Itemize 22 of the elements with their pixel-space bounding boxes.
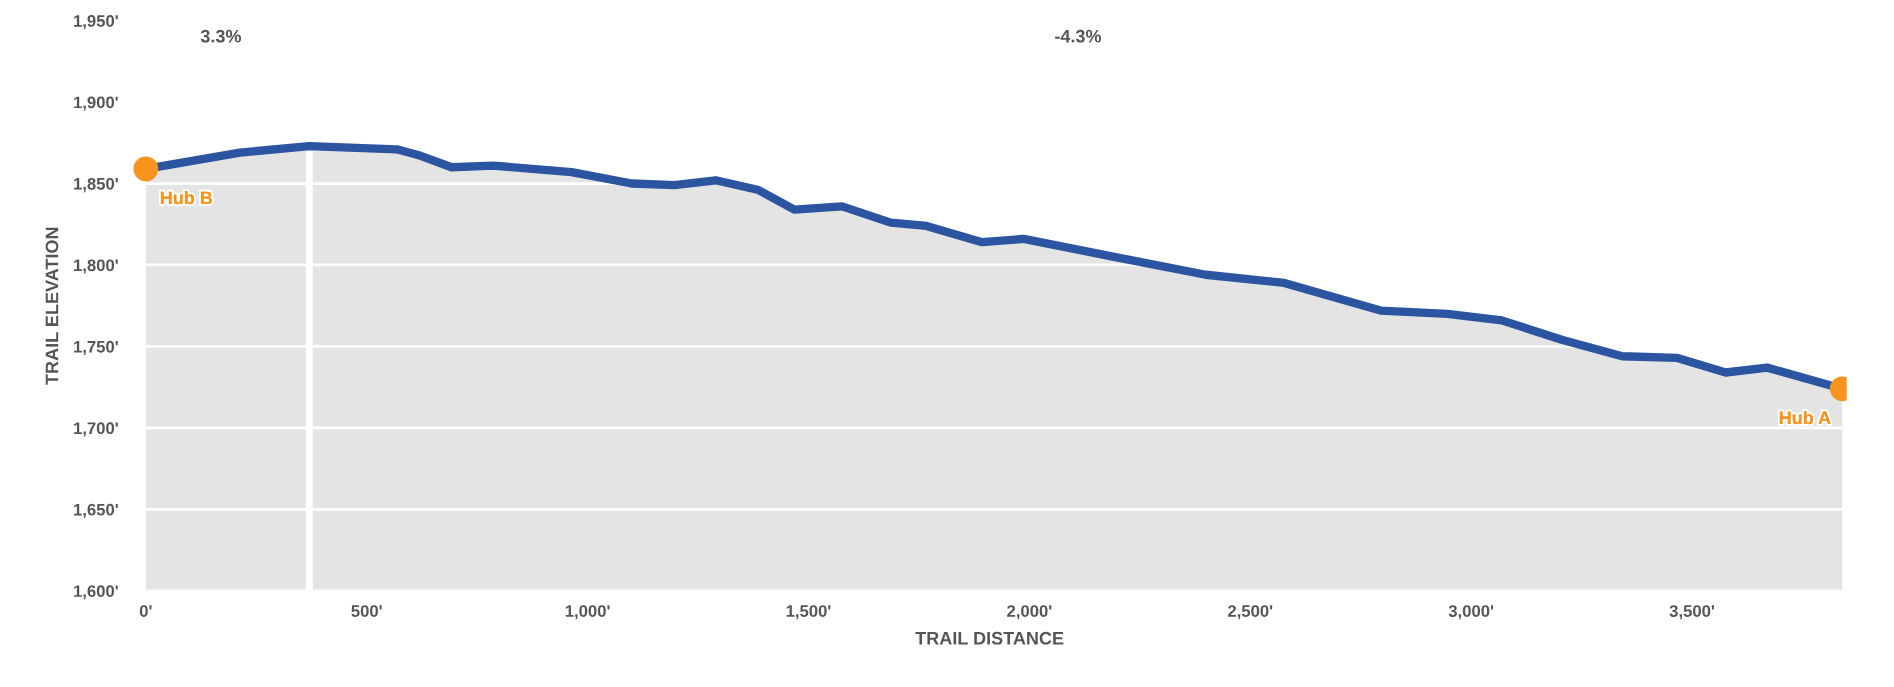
- y-tick-label: 1,850': [74, 177, 118, 193]
- annotation: -4.3%: [1055, 29, 1102, 43]
- x-axis-title: TRAIL DISTANCE: [915, 631, 1064, 645]
- annotation: 3.3%: [200, 29, 242, 43]
- x-tick-label: 1,500': [786, 605, 831, 620]
- y-tick-label: 1,650': [74, 503, 118, 518]
- y-tick-label: 1,600': [74, 585, 118, 600]
- x-tick-label: 0': [139, 605, 152, 617]
- y-tick-label: 1,800': [74, 259, 118, 274]
- annotation: Hub A: [1779, 410, 1831, 425]
- annotation: Hub B: [160, 191, 213, 205]
- x-tick-label: 3,500': [1669, 605, 1715, 620]
- x-tick-label: 1,000': [565, 605, 610, 620]
- x-tick-label: 2,500': [1228, 605, 1273, 620]
- x-tick-label: 3,000': [1448, 605, 1494, 620]
- x-tick-label: 2,000': [1007, 605, 1052, 620]
- y-tick-label: 1,950': [74, 15, 118, 30]
- x-tick-label: 500': [351, 605, 382, 617]
- y-axis-title: TRAIL ELEVATION: [45, 227, 59, 385]
- y-tick-label: 1,700': [74, 422, 118, 437]
- y-tick-label: 1,750': [74, 340, 118, 356]
- y-tick-label: 1,900': [74, 96, 118, 111]
